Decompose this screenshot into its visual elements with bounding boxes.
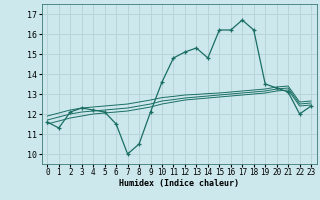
X-axis label: Humidex (Indice chaleur): Humidex (Indice chaleur) xyxy=(119,179,239,188)
